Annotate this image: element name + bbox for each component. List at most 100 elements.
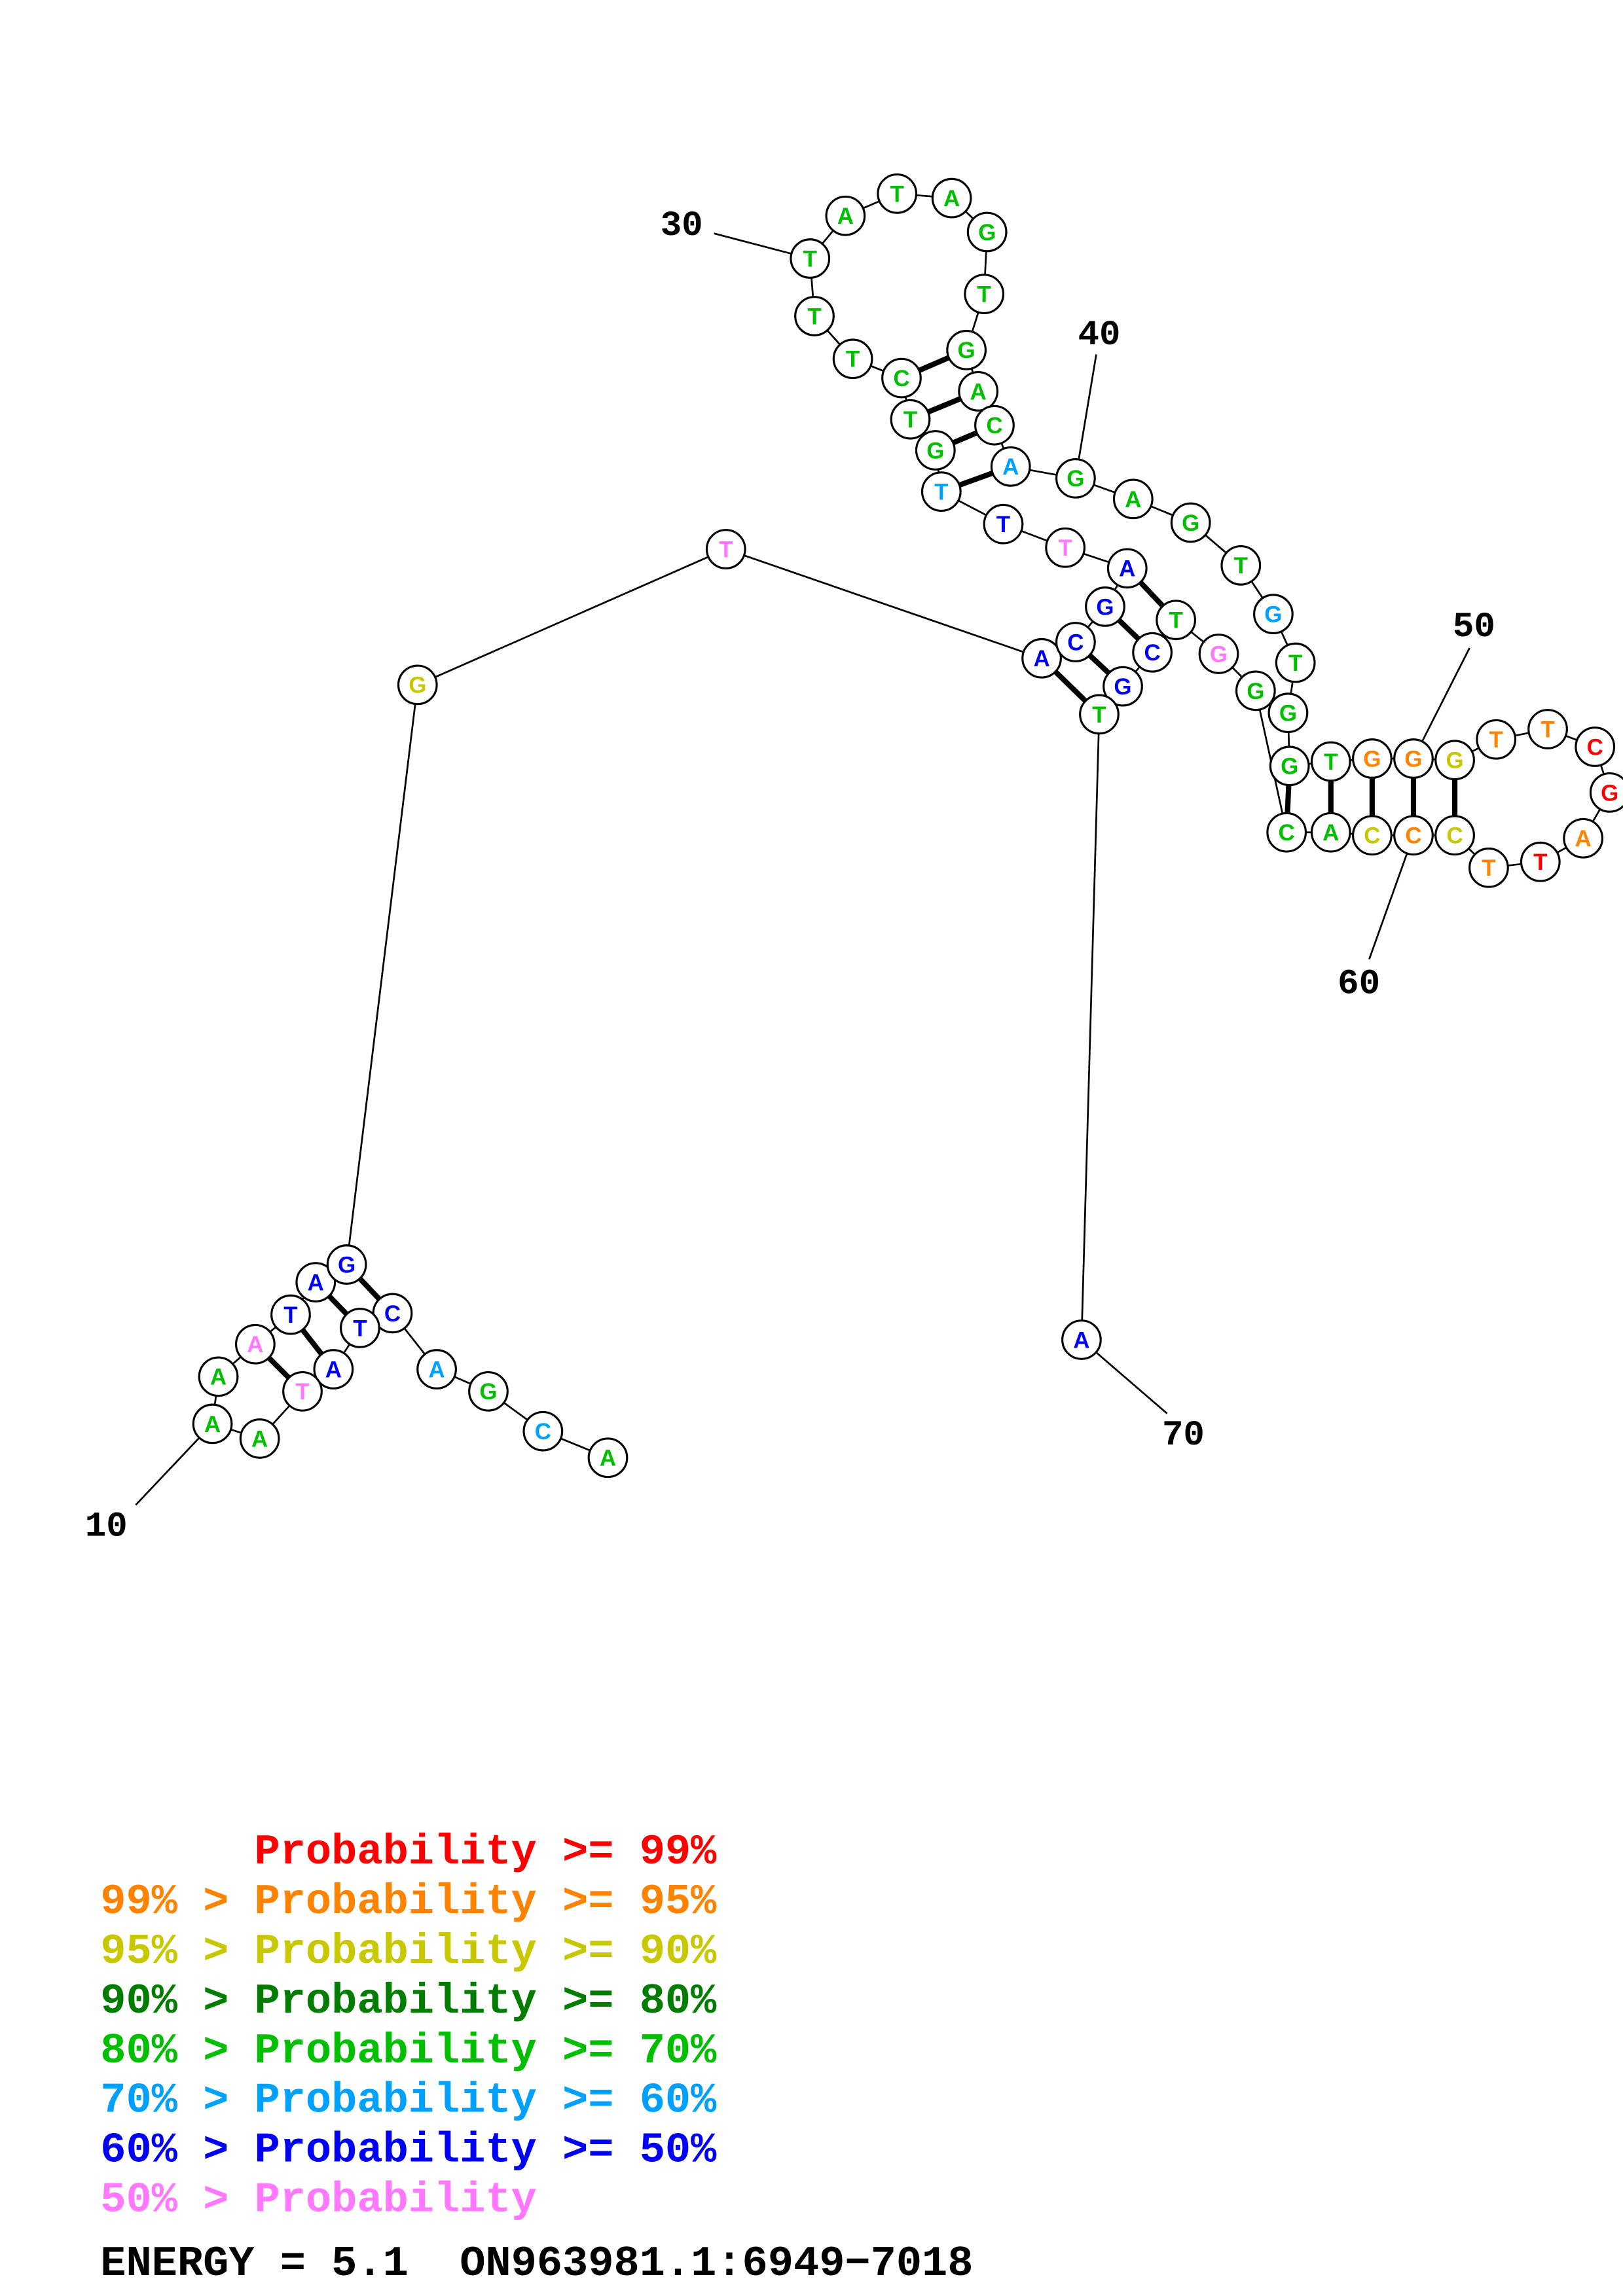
nucleotide-base: C — [1144, 640, 1160, 666]
nucleotide: G — [1352, 738, 1393, 779]
backbone-bond — [1080, 714, 1101, 1340]
nucleotide: A — [235, 1323, 276, 1365]
nucleotide-circle — [1563, 817, 1604, 859]
nucleotide-circle — [921, 471, 962, 512]
nucleotide: G — [1393, 738, 1434, 779]
nucleotide-circle — [1045, 527, 1086, 568]
nucleotide-circle — [974, 404, 1015, 446]
nucleotide-circle — [192, 1403, 233, 1444]
nucleotide-circle — [239, 1418, 280, 1459]
nucleotide: A — [295, 1262, 337, 1302]
nucleotide: A — [990, 446, 1031, 487]
nucleotide-base: G — [1114, 674, 1131, 700]
nucleotide: T — [877, 173, 918, 214]
nucleotide: C — [974, 404, 1015, 446]
legend-line: 80% > Probability >= 70% — [100, 2027, 717, 2075]
nucleotide: G — [1055, 457, 1096, 499]
label-leader-line — [1074, 354, 1097, 479]
nucleotide-base: A — [1125, 487, 1141, 512]
nucleotide-circle — [1352, 815, 1393, 856]
nucleotide: C — [1393, 815, 1434, 856]
nucleotide-base: A — [970, 379, 987, 404]
label-leader-line — [1412, 647, 1470, 759]
nucleotide: T — [340, 1308, 380, 1348]
nucleotide-circle — [1589, 772, 1623, 813]
nucleotide-circle — [1103, 666, 1143, 707]
sequence-number-label: 30 — [661, 206, 703, 246]
legend-line: 90% > Probability >= 80% — [100, 1977, 717, 2026]
nucleotide: T — [1045, 527, 1086, 568]
nucleotide-circle — [1198, 634, 1239, 674]
sequence-number-label: 60 — [1338, 964, 1380, 1004]
nucleotide-base: C — [1364, 823, 1380, 849]
nucleotide-base: A — [247, 1332, 263, 1357]
nucleotide-base: G — [1247, 679, 1264, 704]
nucleotide-base: T — [1533, 850, 1547, 875]
nucleotide: T — [890, 399, 931, 440]
nucleotide-base: G — [409, 673, 426, 698]
energy-annotation: ENERGY = 5.1 ON963981.1:6949−7018 — [100, 2240, 973, 2288]
nucleotide-circle — [416, 1349, 457, 1390]
nucleotide-base: A — [1033, 646, 1049, 672]
nucleotide: G — [915, 430, 956, 471]
sequence-number-label: 10 — [85, 1507, 128, 1547]
nucleotide-base: G — [1096, 594, 1114, 620]
nucleotide-base: A — [1002, 454, 1019, 480]
legend-line: 95% > Probability >= 90% — [100, 1928, 717, 1976]
nucleotide: T — [1156, 600, 1197, 641]
nucleotide-circle — [1310, 812, 1351, 853]
nucleotide-circle — [587, 1437, 629, 1479]
nucleotide-base: C — [1279, 820, 1295, 846]
nucleotide-circle — [931, 177, 972, 219]
backbone-bond — [417, 548, 727, 686]
nucleotide-circle — [1112, 478, 1154, 520]
nucleotide-base: G — [958, 338, 976, 363]
nucleotide: T — [1275, 642, 1316, 683]
legend-line: 70% > Probability >= 60% — [100, 2077, 717, 2125]
sequence-number-label: 70 — [1162, 1416, 1205, 1456]
sequence-number-label: 50 — [1453, 607, 1495, 647]
nucleotide-circle — [1079, 694, 1120, 735]
nucleotide: C — [881, 357, 922, 399]
nucleotide: A — [416, 1349, 457, 1390]
nucleotide: A — [958, 371, 999, 412]
nucleotide: T — [705, 529, 746, 569]
nucleotide-circle — [705, 529, 746, 569]
nucleotide-circle — [1352, 738, 1393, 779]
nucleotide-base: A — [428, 1357, 445, 1382]
nucleotide-circle — [983, 503, 1024, 545]
nucleotide: A — [313, 1349, 354, 1390]
nucleotide: T — [1468, 847, 1509, 888]
nucleotide: G — [1589, 772, 1623, 813]
nucleotide: A — [1106, 548, 1148, 589]
nucleotide-base: G — [1281, 754, 1298, 780]
nucleotide-circle — [946, 329, 987, 370]
basepair-layer — [253, 348, 1458, 1393]
nucleotide: G — [946, 329, 987, 370]
nucleotide-base: C — [893, 366, 909, 391]
nucleotide-circle — [1085, 586, 1125, 627]
nucleotide: G — [1269, 745, 1310, 787]
nucleotide-base: T — [283, 1302, 297, 1328]
nucleotide: C — [1575, 726, 1616, 767]
nucleotide-base: G — [1446, 748, 1463, 774]
nucleotide-circle — [1235, 670, 1276, 711]
nucleotide: T — [282, 1371, 323, 1412]
nucleotide: T — [1520, 841, 1561, 882]
nucleotide: T — [1310, 741, 1351, 782]
nucleotide-base: T — [1288, 651, 1302, 676]
nucleotide: T — [921, 471, 962, 512]
nucleotide-base: T — [295, 1379, 309, 1405]
nucleotide-base: T — [1541, 717, 1554, 742]
nucleotide-circle — [966, 211, 1008, 253]
nucleotide-circle — [1266, 812, 1307, 853]
nucleotide: C — [1352, 815, 1393, 856]
nucleotide-base: A — [600, 1446, 616, 1471]
nucleotide: C — [372, 1293, 413, 1334]
nucleotide-base: G — [1210, 641, 1228, 667]
nucleotide-base: T — [1169, 608, 1182, 634]
nucleotide: C — [522, 1410, 564, 1452]
nucleotide: G — [1235, 670, 1276, 711]
nucleotide-base: T — [807, 304, 821, 329]
